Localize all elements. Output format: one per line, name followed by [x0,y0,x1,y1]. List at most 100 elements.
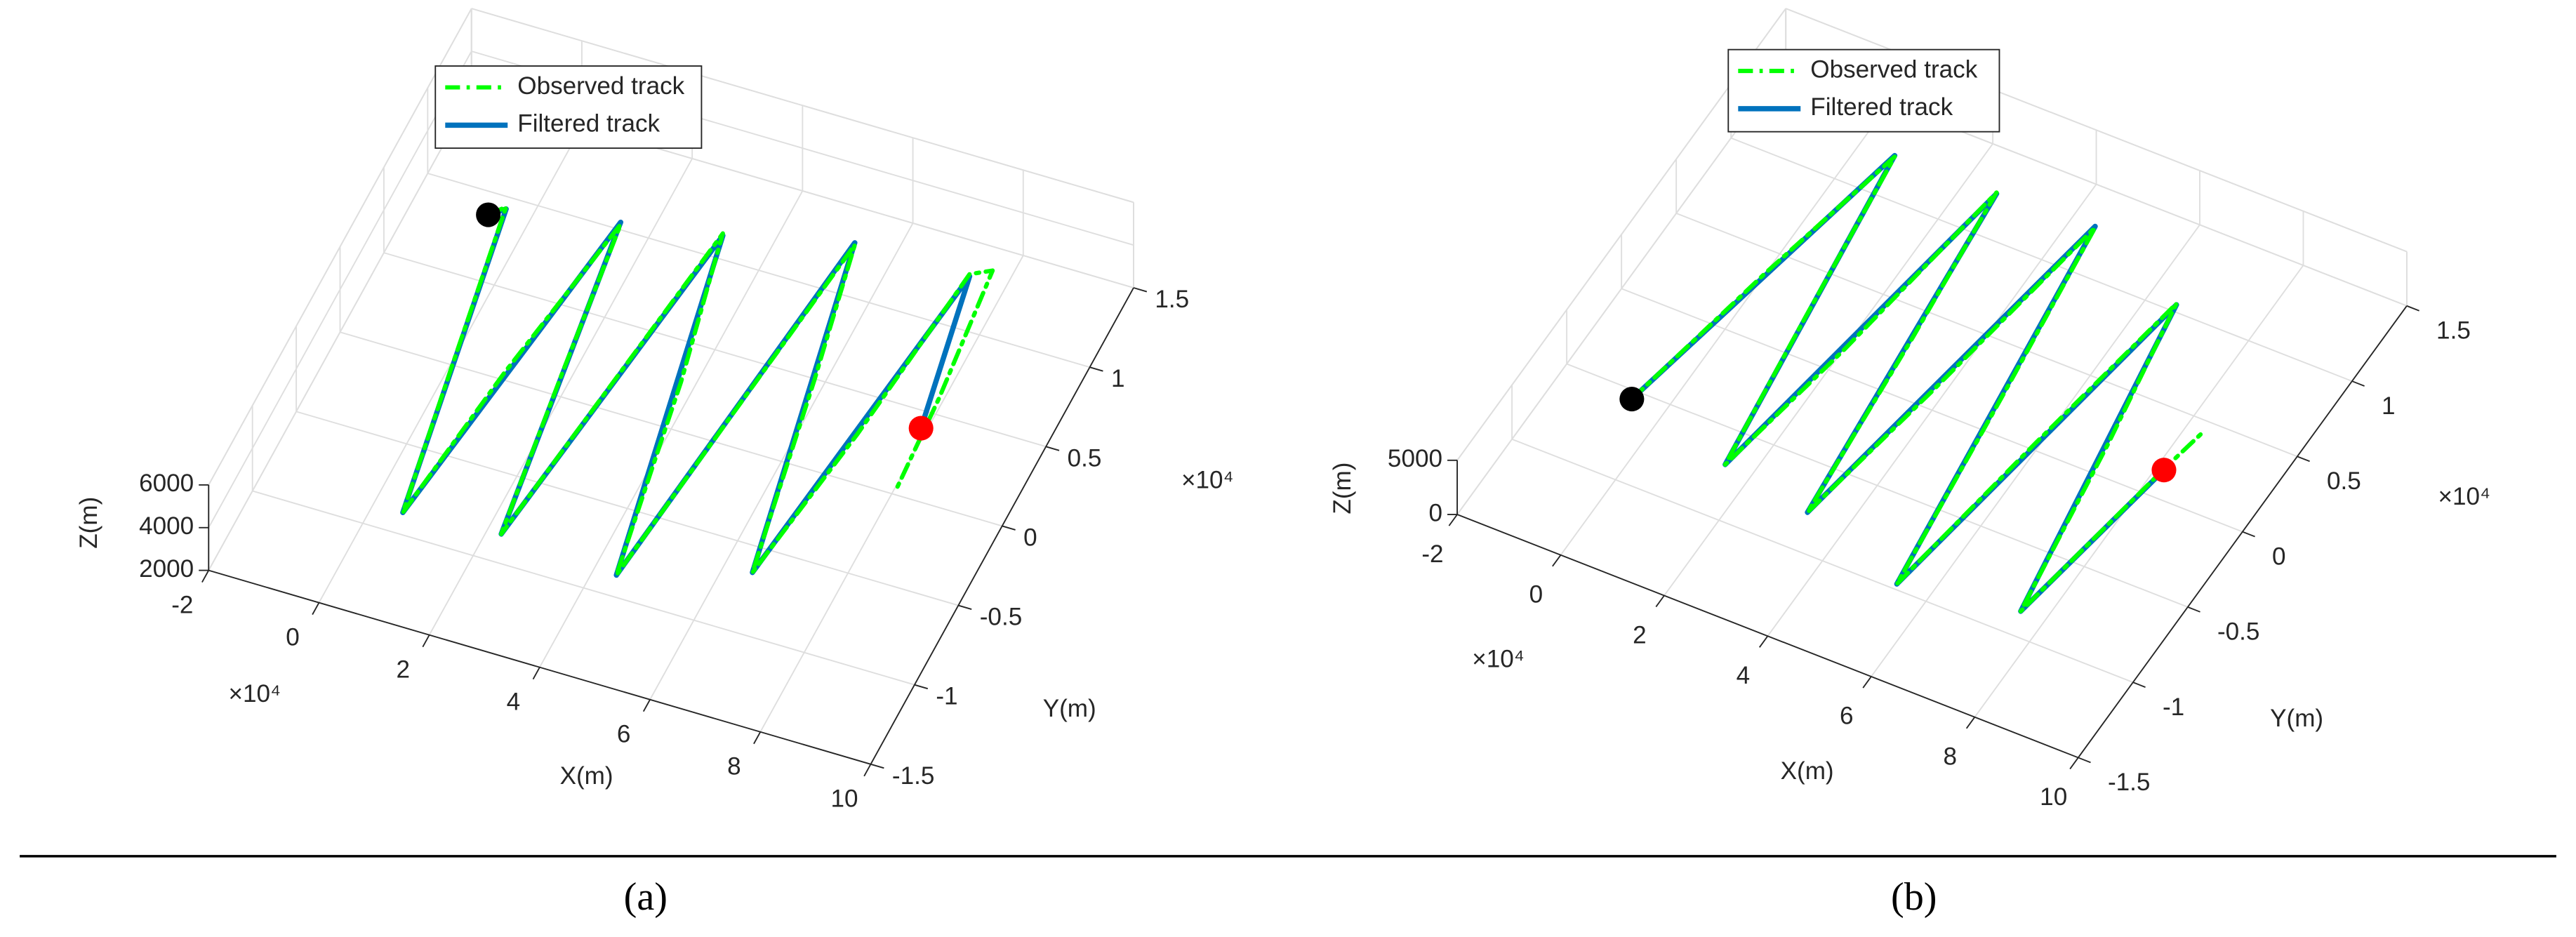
track-line [400,204,995,578]
grid-line [296,411,959,606]
y-tick-label: 1.5 [2436,317,2471,344]
y-tick [2351,380,2365,387]
x-tick [201,570,210,583]
legend-box [1727,48,2000,133]
x-tick-label: 2 [1633,621,1647,649]
y-tick [958,604,972,610]
z-tick-label: 4000 [139,512,194,540]
grid-line [252,490,915,686]
y-tick [2187,606,2200,613]
z-axis-label: Z(m) [1329,463,1356,514]
y-axis-label: Y(m) [1043,695,1096,722]
x-tick [1655,594,1665,608]
y-tick [2242,531,2255,538]
grid-line [208,8,472,486]
x-tick-label: 4 [507,688,521,715]
x-tick-label: 8 [1943,743,1957,770]
y-tick-label: 0 [1023,524,1037,551]
y-tick [1002,525,1016,531]
x-tick [753,731,762,745]
x-tick-label: 10 [2040,783,2067,811]
x-tick [1552,554,1562,567]
end-marker [2151,458,2177,483]
z-tick-label: 0 [1428,499,1442,526]
x-tick [532,667,540,680]
y-tick-label: 0.5 [1068,444,1102,472]
y-tick [1045,446,1060,451]
grid-line [1566,363,2189,608]
y-tick-label: 0 [2272,543,2286,570]
y-tick-label: -1.5 [892,762,934,790]
x-tick [422,634,430,648]
y-tick-label: -0.5 [2217,618,2259,646]
x-exponent-label: ×10⁴ [1472,646,1525,673]
legend-label: Filtered track [1810,93,1953,121]
y-tick [870,763,884,769]
legend-label: Observed track [1810,55,1977,83]
grid-line [1511,438,2134,684]
z-tick-label: 2000 [139,555,194,583]
y-tick-label: 1 [2382,392,2396,420]
legend-box [434,65,703,149]
grid-line [427,173,1090,368]
x-tick-label: 0 [286,623,300,651]
legend-label: Filtered track [517,110,660,138]
y-tick [1089,366,1103,372]
y-exponent-label: ×10⁴ [2438,483,2491,510]
x-axis [1456,514,2079,759]
x-tick-label: 0 [1529,581,1543,609]
x-tick [312,602,320,616]
y-exponent-label: ×10⁴ [1181,466,1234,493]
x-tick [1758,635,1769,648]
y-tick-label: -0.5 [980,604,1022,631]
y-tick [2132,682,2146,688]
x-tick [1965,717,1976,729]
x-tick [2069,757,2079,770]
x-axis-label: X(m) [560,762,613,790]
y-tick [2078,757,2091,764]
x-tick [1862,676,1872,689]
x-tick-label: 6 [1840,703,1854,730]
y-tick-label: -1 [936,683,957,710]
subplot-label: (a) [624,875,668,919]
x-tick-label: 6 [617,720,631,747]
y-tick [2406,305,2419,312]
x-tick [642,699,651,712]
x-tick-label: -2 [1421,540,1443,568]
x-tick-label: 4 [1737,662,1751,689]
y-tick-label: -1 [2163,693,2184,721]
x-tick-label: 2 [396,656,410,683]
end-marker [908,416,934,441]
track-line [1629,154,2205,613]
y-axis-label: Y(m) [2270,705,2323,732]
x-tick [863,764,872,777]
x-axis-label: X(m) [1781,757,1834,785]
y-tick [914,684,929,690]
start-marker [476,202,501,227]
y-tick [2297,456,2310,463]
grid-line [1730,137,2353,382]
grid-line [383,252,1047,448]
grid-line [208,93,472,571]
x-tick-label: 10 [831,785,858,813]
y-tick-label: 1 [1111,365,1125,392]
start-marker [1619,386,1645,412]
grid-line [208,51,472,529]
legend-label: Observed track [517,72,684,100]
subplot-label: (b) [1891,875,1937,919]
x-tick [1448,514,1458,526]
z-axis-label: Z(m) [75,497,102,549]
y-tick [1133,287,1148,293]
y-tick-label: 1.5 [1155,286,1189,313]
x-exponent-label: ×10⁴ [228,680,281,707]
z-tick-label: 5000 [1388,445,1442,472]
y-tick-label: 0.5 [2327,467,2361,495]
y-tick-label: -1.5 [2108,769,2150,796]
x-tick-label: 8 [727,753,741,780]
z-tick-label: 6000 [139,470,194,497]
grid-line [1456,62,1786,515]
x-tick-label: -2 [171,591,193,618]
grid-line [471,8,1134,204]
